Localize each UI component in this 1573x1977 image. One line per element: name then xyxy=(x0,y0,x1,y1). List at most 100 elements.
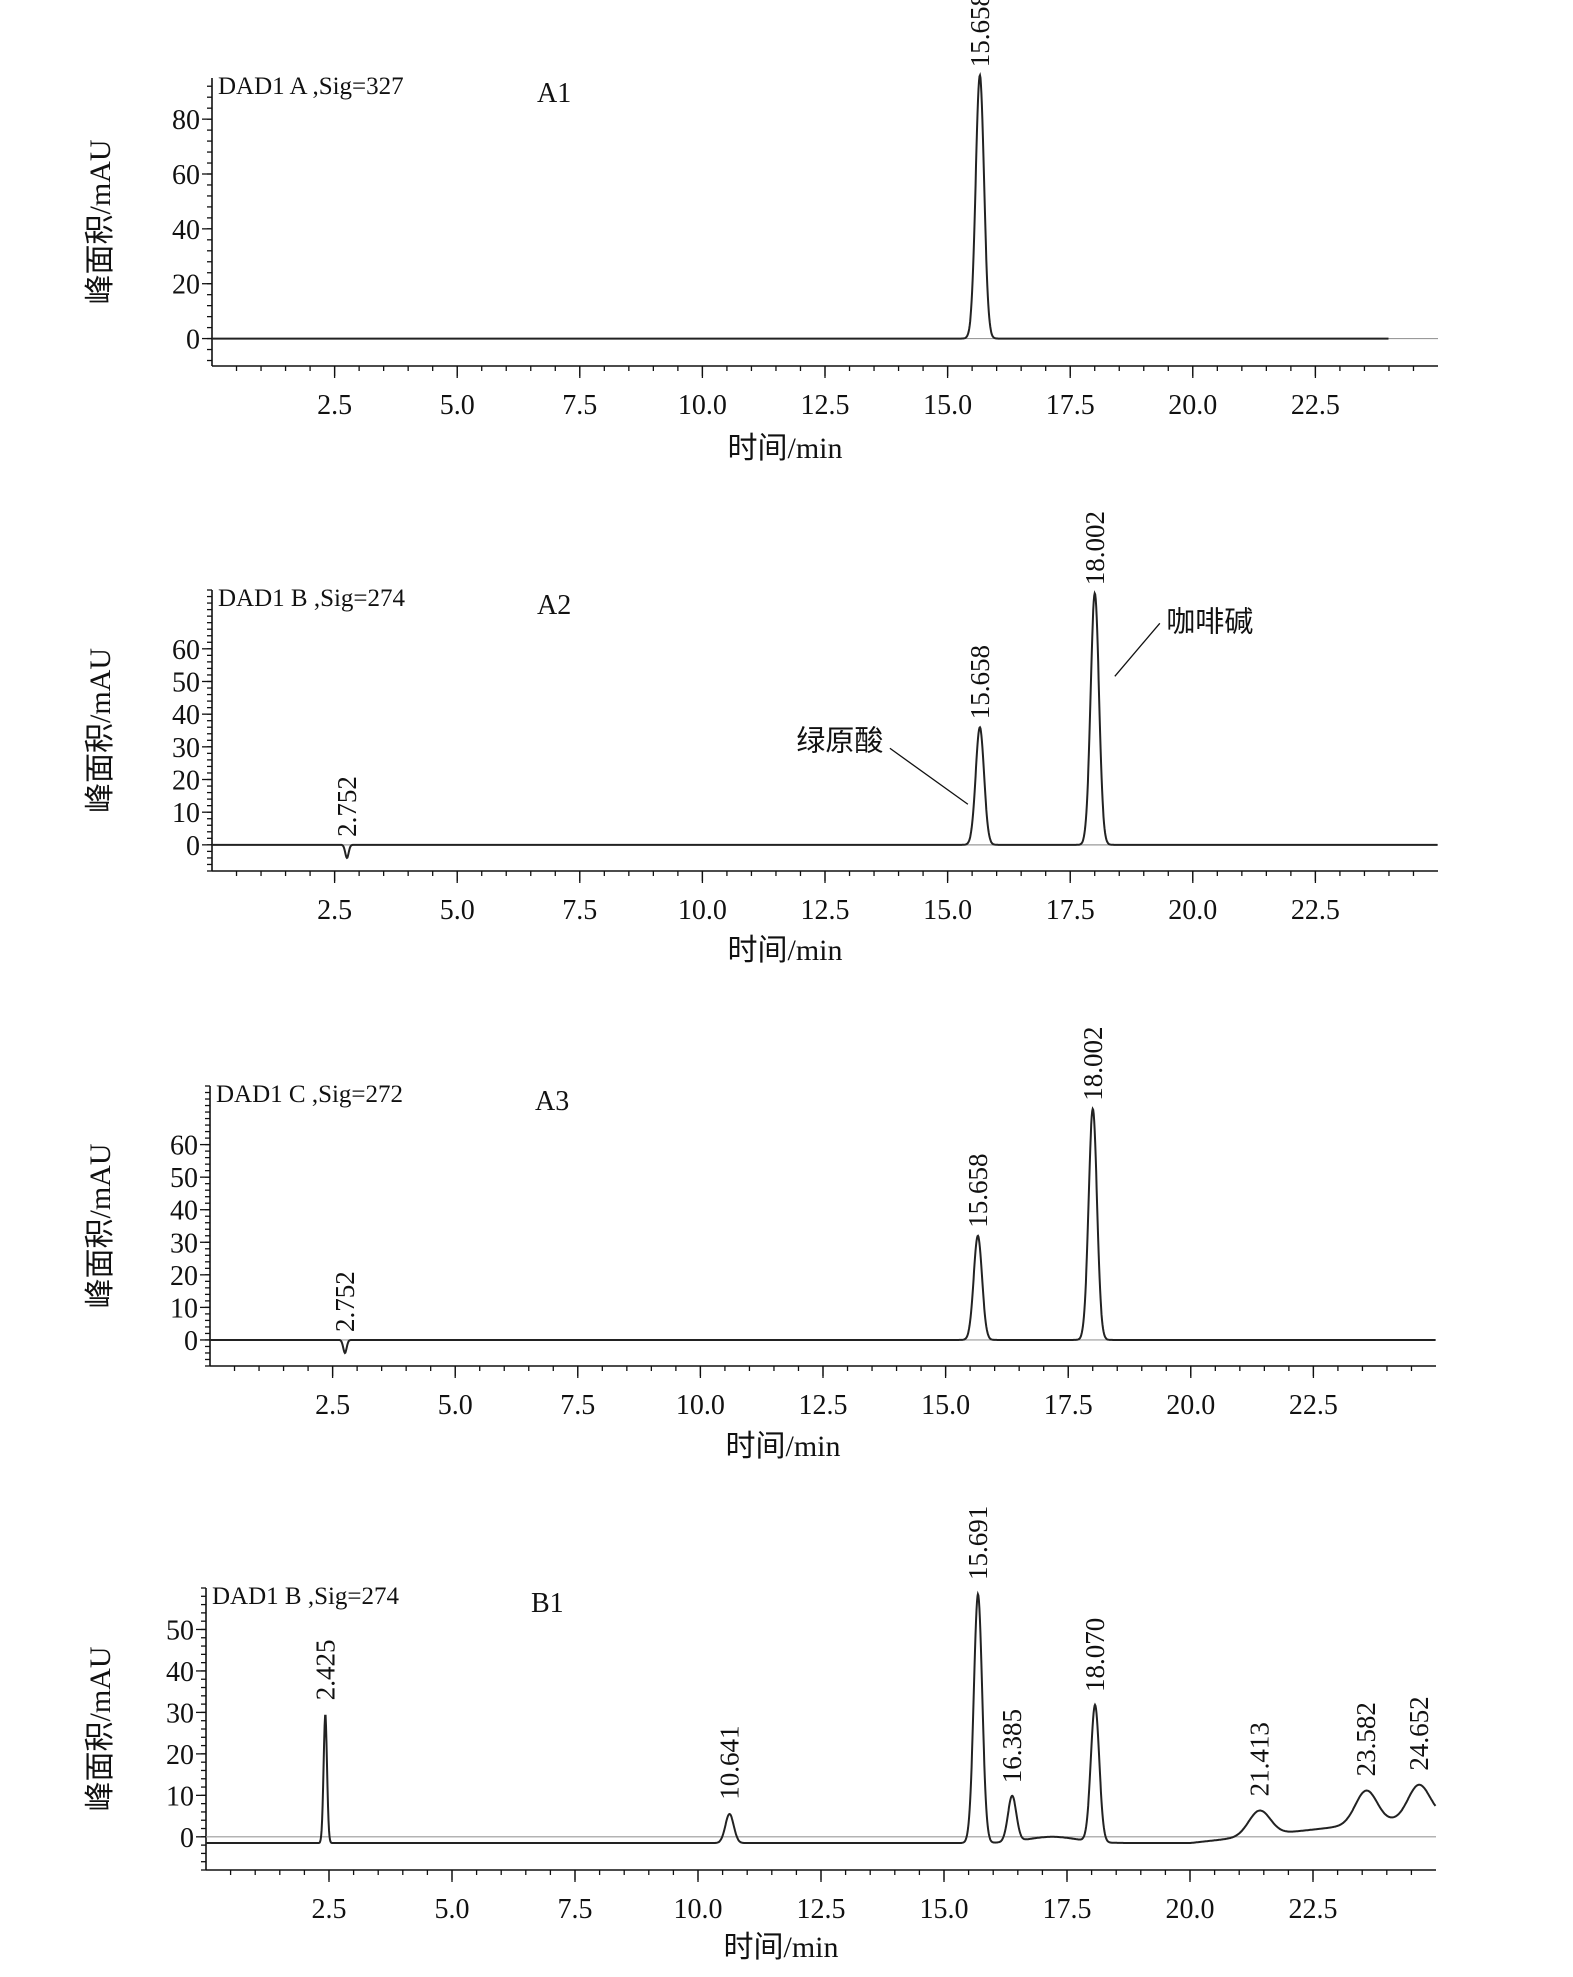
x-tick-label: 17.5 xyxy=(1044,1390,1093,1421)
y-tick-label: 10 xyxy=(170,1293,198,1324)
x-tick-label: 15.0 xyxy=(923,390,972,421)
x-tick-label: 15.0 xyxy=(923,895,972,926)
x-tick-label: 20.0 xyxy=(1168,390,1217,421)
x-tick-label: 20.0 xyxy=(1166,1390,1215,1421)
y-tick-label: 0 xyxy=(184,1326,198,1357)
peak-label: 2.752 xyxy=(332,776,362,837)
y-tick-label: 40 xyxy=(170,1196,198,1227)
x-axis-title: 时间/min xyxy=(723,1931,838,1964)
x-tick-label: 10.0 xyxy=(674,1894,723,1925)
compound-leader xyxy=(889,747,969,805)
x-tick-label: 10.0 xyxy=(678,895,727,926)
x-tick-label: 22.5 xyxy=(1291,390,1340,421)
x-axis-title: 时间/min xyxy=(727,432,842,465)
y-tick-label: 30 xyxy=(170,1228,198,1259)
peak-label: 2.752 xyxy=(330,1271,360,1332)
y-tick-label: 50 xyxy=(166,1615,194,1646)
x-tick-label: 5.0 xyxy=(440,895,475,926)
chromatogram-trace xyxy=(210,1106,1436,1355)
panel-3: 2.5 5.0 7.5 10.0 12.5 15.0 17.5 20.0 22.5 0102030… xyxy=(84,1027,1436,1463)
peak-label: 23.582 xyxy=(1351,1702,1381,1776)
signal-label: DAD1 B ,Sig=274 xyxy=(218,585,406,612)
x-tick-label: 2.5 xyxy=(317,390,352,421)
peak-label: 15.691 xyxy=(963,1506,993,1580)
y-tick-label: 20 xyxy=(172,270,200,301)
panel-label: B1 xyxy=(531,1588,564,1619)
y-tick-label: 30 xyxy=(172,733,200,764)
x-tick-label: 5.0 xyxy=(438,1390,473,1421)
y-tick-label: 60 xyxy=(172,160,200,191)
x-tick-label: 22.5 xyxy=(1291,895,1340,926)
signal-label: DAD1 C ,Sig=272 xyxy=(216,1081,403,1108)
peak-label: 18.002 xyxy=(1078,1027,1108,1101)
y-tick-label: 30 xyxy=(166,1698,194,1729)
y-tick-label: 50 xyxy=(170,1163,198,1194)
x-tick-label: 22.5 xyxy=(1289,1894,1338,1925)
x-tick-label: 12.5 xyxy=(799,1390,848,1421)
x-tick-label: 2.5 xyxy=(312,1894,347,1925)
x-tick-label: 7.5 xyxy=(562,895,597,926)
x-tick-label: 15.0 xyxy=(920,1894,969,1925)
x-tick-label: 10.0 xyxy=(676,1390,725,1421)
x-axis-title: 时间/min xyxy=(727,934,842,967)
y-axis-title: 峰面积/mAU xyxy=(84,648,117,813)
y-tick-label: 10 xyxy=(166,1781,194,1812)
compound-label: 咖啡碱 xyxy=(1166,605,1253,638)
x-tick-label: 17.5 xyxy=(1046,895,1095,926)
peak-label: 15.658 xyxy=(965,645,995,719)
y-tick-label: 60 xyxy=(172,635,200,666)
peak-label: 18.002 xyxy=(1080,511,1110,585)
panel-2: 2.5 5.0 7.5 10.0 12.5 15.0 17.5 20.0 22.5 0102030… xyxy=(84,511,1438,967)
panel-1: 2.5 5.0 7.5 10.0 12.5 15.0 17.5 20.0 22.5 0 20 40 60… xyxy=(84,0,1438,465)
compound-label: 绿原酸 xyxy=(796,724,883,757)
x-tick-label: 20.0 xyxy=(1168,895,1217,926)
y-axis-title: 峰面积/mAU xyxy=(84,1646,117,1811)
peak-label: 16.385 xyxy=(997,1709,1027,1783)
x-tick-label: 17.5 xyxy=(1043,1894,1092,1925)
y-tick-label: 20 xyxy=(166,1740,194,1771)
y-tick-label: 20 xyxy=(172,766,200,797)
x-tick-label: 2.5 xyxy=(317,895,352,926)
x-axis-title: 时间/min xyxy=(725,1430,840,1463)
x-tick-label: 22.5 xyxy=(1289,1390,1338,1421)
x-tick-label: 7.5 xyxy=(562,390,597,421)
y-tick-label: 0 xyxy=(186,831,200,862)
x-tick-label: 12.5 xyxy=(797,1894,846,1925)
y-tick-label: 60 xyxy=(170,1131,198,1162)
x-tick-label: 12.5 xyxy=(801,390,850,421)
panel-label: A3 xyxy=(535,1086,569,1117)
panel-4: 2.5 5.0 7.5 10.0 12.5 15.0 17.5 20.0 22.5 0 10 20 30… xyxy=(84,1506,1437,1964)
y-tick-label: 10 xyxy=(172,798,200,829)
y-axis-title: 峰面积/mAU xyxy=(84,139,117,304)
x-tick-label: 5.0 xyxy=(435,1894,470,1925)
y-tick-label: 40 xyxy=(172,215,200,246)
peak-label: 2.425 xyxy=(310,1640,340,1701)
x-tick-label: 15.0 xyxy=(921,1390,970,1421)
x-tick-label: 20.0 xyxy=(1166,1894,1215,1925)
x-tick-label: 12.5 xyxy=(801,895,850,926)
y-tick-label: 20 xyxy=(170,1261,198,1292)
y-tick-label: 0 xyxy=(186,325,200,356)
peak-label: 15.658 xyxy=(965,0,995,67)
peak-label: 18.070 xyxy=(1080,1618,1110,1692)
signal-label: DAD1 B ,Sig=274 xyxy=(212,1583,400,1610)
panel-label: A1 xyxy=(537,78,571,109)
x-tick-label: 7.5 xyxy=(560,1390,595,1421)
panel-label: A2 xyxy=(537,590,571,621)
peak-label: 15.658 xyxy=(963,1154,993,1228)
y-tick-label: 50 xyxy=(172,667,200,698)
y-tick-label: 40 xyxy=(172,700,200,731)
peak-label: 24.652 xyxy=(1404,1696,1434,1770)
y-tick-label: 40 xyxy=(166,1657,194,1688)
x-tick-label: 17.5 xyxy=(1046,390,1095,421)
peak-label: 21.413 xyxy=(1245,1722,1275,1796)
y-tick-label: 0 xyxy=(180,1823,194,1854)
signal-label: DAD1 A ,Sig=327 xyxy=(218,73,404,100)
x-tick-label: 5.0 xyxy=(440,390,475,421)
y-axis-title: 峰面积/mAU xyxy=(84,1143,117,1308)
peak-label: 10.641 xyxy=(715,1726,745,1800)
x-tick-label: 10.0 xyxy=(678,390,727,421)
compound-leader xyxy=(1114,622,1161,677)
y-tick-label: 80 xyxy=(172,105,200,136)
